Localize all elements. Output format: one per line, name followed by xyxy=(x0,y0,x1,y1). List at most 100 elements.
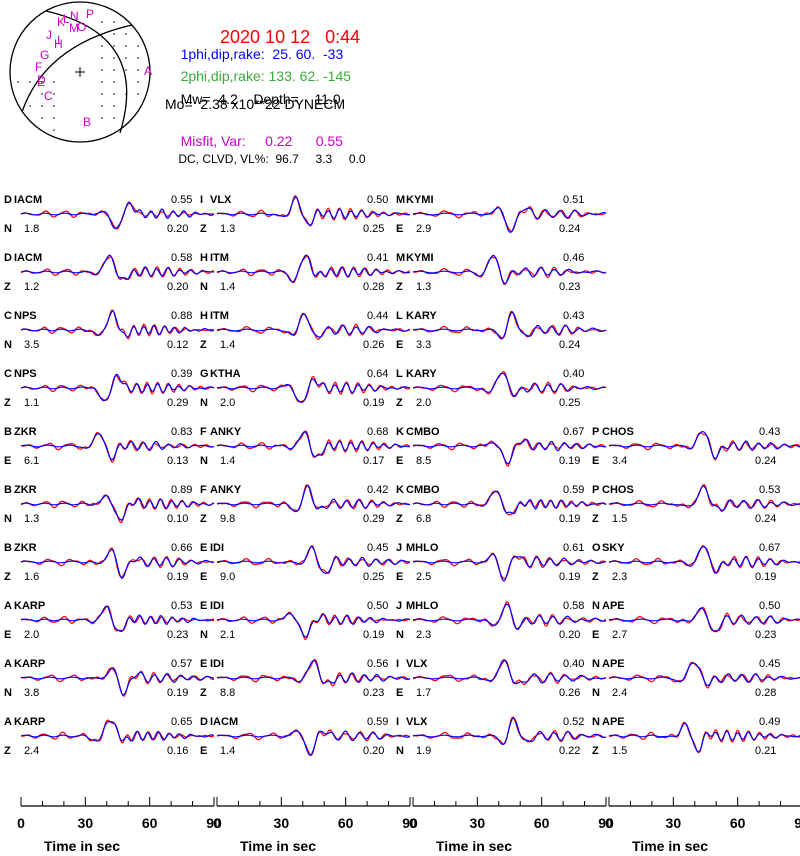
time-shift-value: 0.10 xyxy=(167,513,188,525)
component-label: Z xyxy=(200,223,207,235)
compression-dot xyxy=(113,117,115,119)
beachball-station-g: G xyxy=(40,48,49,62)
time-shift-value: 0.20 xyxy=(559,629,580,641)
station-id-letter: D xyxy=(200,716,208,728)
component-label: E xyxy=(396,687,403,699)
np2-values: 133. 62. -145 xyxy=(268,68,352,84)
waveform-panel: H ITM N 1.4 0.41 0.28 xyxy=(200,252,411,293)
time-shift-value: 0.25 xyxy=(363,571,384,583)
synthetic-trace xyxy=(608,485,800,512)
station-name: VLX xyxy=(210,194,232,206)
time-shift-value: 0.19 xyxy=(559,571,580,583)
component-label: N xyxy=(4,223,12,235)
time-shift-value: 0.25 xyxy=(363,223,384,235)
time-shift-value: 0.19 xyxy=(363,629,384,641)
component-label: E xyxy=(4,455,11,467)
amplitude-value: 9.8 xyxy=(220,513,235,525)
compression-dot xyxy=(137,45,139,47)
compression-dot xyxy=(125,93,127,95)
compression-dot xyxy=(101,21,103,23)
time-shift-value: 0.22 xyxy=(559,745,580,757)
component-label: N xyxy=(4,339,12,351)
synthetic-trace xyxy=(412,438,607,465)
station-name: KARP xyxy=(14,658,45,670)
station-name: KTHA xyxy=(210,368,241,380)
event-time: 0:44 xyxy=(325,27,361,47)
compression-dot xyxy=(101,45,103,47)
time-shift-value: 0.19 xyxy=(363,397,384,409)
beachball-station-l: L xyxy=(63,12,70,26)
amplitude-value: 2.4 xyxy=(612,687,627,699)
waveform-panel: I VLX N 1.9 0.52 0.22 xyxy=(396,716,607,757)
station-name: APE xyxy=(602,658,625,670)
nodal-plane-2-arc xyxy=(21,24,133,113)
station-id-letter: O xyxy=(592,542,601,554)
variance-reduction-value: 0.67 xyxy=(759,542,780,554)
time-shift-value: 0.20 xyxy=(363,745,384,757)
tick-label: 60 xyxy=(534,815,550,831)
amplitude-value: 1.3 xyxy=(416,281,431,293)
variance-reduction-value: 0.50 xyxy=(367,600,388,612)
compression-dot xyxy=(29,81,31,83)
station-id-letter: L xyxy=(396,368,403,380)
synthetic-trace xyxy=(216,546,410,575)
variance-reduction-value: 0.61 xyxy=(563,542,584,554)
station-id-letter: E xyxy=(200,658,207,670)
time-shift-value: 0.19 xyxy=(167,687,188,699)
station-name: IACM xyxy=(14,252,42,264)
station-name: IDI xyxy=(210,542,224,554)
compression-dot xyxy=(101,117,103,119)
amplitude-value: 2.0 xyxy=(416,397,431,409)
station-id-letter: A xyxy=(4,716,12,728)
station-name: KARP xyxy=(14,716,45,728)
station-name: CMBO xyxy=(406,426,440,438)
observed-trace xyxy=(608,432,800,461)
amplitude-value: 2.4 xyxy=(24,745,39,757)
variance-reduction-value: 0.45 xyxy=(367,542,388,554)
waveform-panel: K CMBO Z 6.8 0.59 0.19 xyxy=(396,484,607,525)
axis-title: Time in sec xyxy=(240,838,316,854)
station-name: KARY xyxy=(406,368,437,380)
variance-reduction-value: 0.58 xyxy=(563,600,584,612)
waveform-panel: O SKY Z 2.3 0.67 0.19 xyxy=(592,542,800,583)
amplitude-value: 1.6 xyxy=(24,571,39,583)
misfit-label: Misfit, Var: xyxy=(180,133,246,149)
tick-label: 0 xyxy=(409,815,417,831)
time-shift-value: 0.19 xyxy=(559,513,580,525)
tick-label: 0 xyxy=(213,815,221,831)
variance-reduction-value: 0.55 xyxy=(171,194,192,206)
amplitude-value: 1.4 xyxy=(220,745,235,757)
waveform-panel: D IACM E 1.4 0.59 0.20 xyxy=(200,716,411,757)
component-label: E xyxy=(396,339,403,351)
time-axis: 0 30 60 90 Time in sec xyxy=(409,797,614,854)
station-name: ZKR xyxy=(14,542,37,554)
station-id-letter: P xyxy=(592,484,599,496)
observed-trace xyxy=(608,483,800,513)
time-shift-value: 0.16 xyxy=(167,745,188,757)
station-id-letter: E xyxy=(200,600,207,612)
station-id-letter: B xyxy=(4,426,12,438)
station-name: KYMI xyxy=(406,194,434,206)
tick-label: 90 xyxy=(206,815,222,831)
variance-reduction-value: 0.44 xyxy=(367,310,388,322)
time-shift-value: 0.20 xyxy=(167,223,188,235)
observed-trace xyxy=(216,312,411,340)
observed-trace xyxy=(216,611,411,641)
component-label: N xyxy=(200,281,208,293)
beachball-station-d: D xyxy=(37,73,46,87)
synthetic-trace xyxy=(216,730,411,756)
component-label: E xyxy=(396,455,403,467)
station-id-letter: A xyxy=(4,600,12,612)
station-id-letter: M xyxy=(396,194,405,206)
station-id-letter: F xyxy=(200,426,207,438)
component-label: Z xyxy=(200,339,207,351)
amplitude-value: 2.0 xyxy=(220,397,235,409)
variance-reduction-value: 0.53 xyxy=(759,484,780,496)
compression-dot xyxy=(113,105,115,107)
tick-label: 30 xyxy=(274,815,290,831)
component-label: N xyxy=(592,687,600,699)
component-label: Z xyxy=(396,281,403,293)
station-name: KYMI xyxy=(406,252,434,264)
synthetic-trace xyxy=(216,378,411,403)
